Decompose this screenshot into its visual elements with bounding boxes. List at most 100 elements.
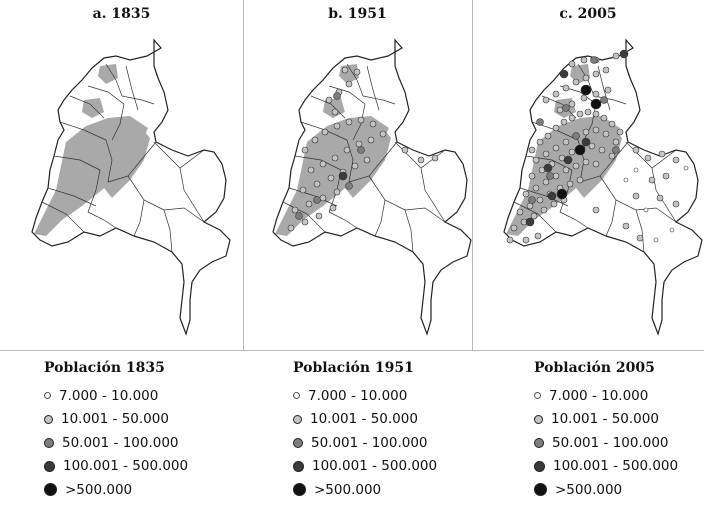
population-dot (643, 207, 649, 213)
panel-title-1835: a. 1835 (92, 6, 151, 22)
population-dot (367, 136, 375, 144)
population-dot (653, 237, 659, 243)
population-dot (540, 206, 548, 214)
legend-dot-icon (44, 483, 57, 497)
department-border (288, 187, 338, 207)
settled-region (34, 116, 148, 236)
legend-dot-icon (534, 460, 545, 472)
settled-area-1835 (34, 64, 150, 236)
legend-label: 7.000 - 10.000 (59, 387, 159, 404)
population-dot (576, 176, 584, 184)
population-dot (563, 155, 573, 165)
population-dot (590, 56, 598, 64)
legend-title-1835: Población 1835 (44, 360, 165, 376)
legend-label: >500.000 (555, 481, 623, 498)
population-dot (608, 152, 616, 160)
population-dot (604, 86, 612, 94)
population-dot (542, 150, 550, 158)
department-border (559, 211, 589, 229)
legend-dot-icon (534, 414, 543, 424)
population-dot (598, 146, 606, 154)
department-border (599, 175, 637, 211)
population-dot (672, 200, 680, 208)
department-border (374, 199, 386, 237)
legend-items-2005: 7.000 - 10.000 10.001 - 50.000 50.001 - 10… (534, 384, 678, 502)
legend-2005: Población 2005 7.000 - 10.000 10.001 - 50… (534, 360, 678, 502)
population-dot (622, 222, 630, 230)
map-panel-1951: b. 1951 (243, 0, 472, 350)
population-dot (632, 146, 640, 154)
population-dot (602, 130, 610, 138)
department-border (105, 63, 123, 97)
population-dot (584, 108, 592, 116)
population-dot (546, 172, 554, 180)
department-border (368, 175, 406, 211)
legend-dot-icon (44, 437, 54, 448)
population-dot (669, 227, 675, 233)
population-dot (562, 138, 570, 146)
population-dot (532, 184, 540, 192)
population-dot (588, 142, 596, 150)
population-dot (559, 69, 569, 79)
colombia-map-1835 (31, 38, 231, 336)
department-borders-1835 (41, 63, 205, 253)
population-dot (357, 116, 365, 124)
population-dot (341, 66, 349, 74)
population-dot (319, 160, 327, 168)
population-dot (331, 108, 339, 116)
population-dot (287, 224, 295, 232)
divider-horizontal (0, 350, 704, 351)
population-dot (313, 196, 321, 204)
panel-title-1951: b. 1951 (328, 6, 387, 22)
department-border (153, 141, 205, 169)
population-dot (369, 120, 377, 128)
department-border (69, 95, 105, 119)
population-dot (542, 96, 550, 104)
country-outline-2005 (503, 38, 703, 336)
population-dot (325, 96, 333, 104)
population-dot (353, 68, 361, 76)
map-panel-1835: a. 1835 (0, 0, 243, 350)
legend-label: 7.000 - 10.000 (549, 387, 649, 404)
legend-title-2005: Población 2005 (534, 360, 655, 376)
department-border (133, 199, 145, 237)
legend-label: 100.001 - 500.000 (312, 458, 438, 475)
population-dot (536, 138, 544, 146)
department-border (41, 201, 85, 233)
population-dot (616, 128, 624, 136)
population-dot (543, 163, 553, 173)
population-dot (528, 196, 536, 204)
population-dot (632, 192, 640, 200)
population-dot (602, 66, 610, 74)
population-dot (522, 236, 530, 244)
population-dot (321, 128, 329, 136)
department-border (559, 169, 573, 213)
legend-dot-icon (293, 437, 303, 448)
population-dot (345, 118, 353, 126)
population-dot (672, 156, 680, 164)
population-dot (307, 166, 315, 174)
legend-item: 50.001 - 100.000 (44, 431, 188, 455)
population-dot (619, 49, 629, 59)
legend-item: >500.000 (534, 478, 678, 502)
population-dot (590, 98, 602, 110)
country-outline (31, 38, 231, 336)
population-dot (556, 106, 564, 114)
population-dot (311, 136, 319, 144)
legend-dot-icon (44, 414, 53, 424)
population-dot (612, 52, 620, 60)
department-border (346, 139, 354, 183)
department-border (519, 187, 569, 207)
population-dot (516, 208, 524, 216)
legend-item: 7.000 - 10.000 (44, 384, 188, 408)
department-border (105, 139, 113, 183)
legend-item: 7.000 - 10.000 (293, 384, 437, 408)
legend-dot-icon (293, 414, 302, 424)
department-border (597, 65, 611, 111)
population-dot (658, 150, 666, 158)
population-dot (544, 132, 552, 140)
legend-label: 10.001 - 50.000 (310, 411, 418, 428)
legend-label: 100.001 - 500.000 (63, 458, 189, 475)
population-dot (315, 212, 323, 220)
population-dot (355, 140, 363, 148)
